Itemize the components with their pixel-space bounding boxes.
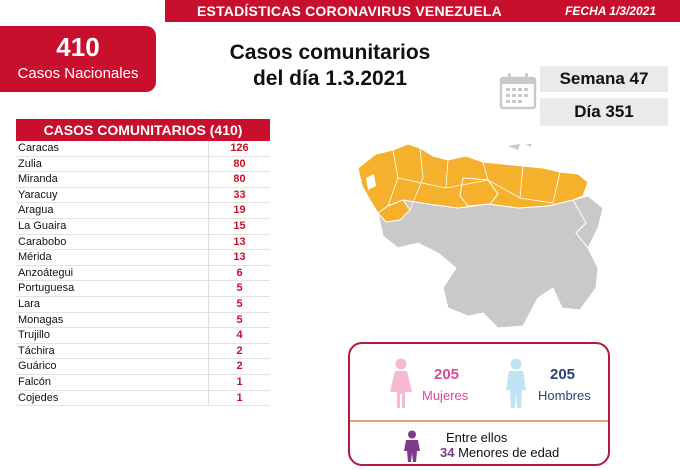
state-name: Carabobo	[18, 235, 67, 248]
case-count: 15	[208, 218, 270, 235]
state-name: Cojedes	[18, 391, 59, 404]
table-row: Guárico 2	[16, 359, 270, 375]
case-count: 2	[208, 359, 270, 375]
table-row: Portuguesa 5	[16, 281, 270, 297]
table-row: Miranda 80	[16, 172, 270, 188]
state-name: Monagas	[18, 313, 64, 326]
map-region-other-east	[572, 195, 604, 249]
case-count: 5	[208, 281, 270, 297]
table-row: Táchira 2	[16, 343, 270, 360]
header-title: ESTADÍSTICAS CORONAVIRUS VENEZUELA	[197, 3, 502, 19]
state-name: Aragua	[18, 204, 54, 217]
minors-intro: Entre ellos	[446, 430, 508, 445]
state-name: Guárico	[18, 360, 57, 373]
state-name: Miranda	[18, 173, 58, 186]
state-name: Táchira	[18, 344, 55, 357]
minors-count: 34	[440, 445, 455, 460]
map-island	[508, 144, 520, 150]
state-name: La Guaira	[18, 219, 67, 232]
table-row: Caracas 126	[16, 141, 270, 157]
card-divider	[350, 420, 608, 422]
case-count: 19	[208, 203, 270, 219]
header-date: FECHA 1/3/2021	[565, 4, 656, 18]
day-indicator: Día 351	[540, 98, 668, 126]
gender-breakdown-card: 205 Mujeres 205 Hombres Entre ellos 34 M…	[348, 342, 610, 466]
table-row: La Guaira 15	[16, 218, 270, 235]
state-name: Trujillo	[18, 329, 50, 342]
case-count: 33	[208, 187, 270, 204]
state-name: Caracas	[18, 142, 59, 154]
table-row: Trujillo 4	[16, 328, 270, 344]
minors-line: 34 Menores de edad	[440, 445, 559, 460]
table-body: Caracas 126 Zulia 80 Miranda 80 Yaracuy 33 Aragu…	[16, 141, 270, 407]
case-count: 80	[208, 156, 270, 173]
case-count: 1	[208, 374, 270, 391]
state-name: Anzoátegui	[18, 266, 74, 279]
table-row: Lara 5	[16, 296, 270, 313]
state-name: Mérida	[18, 251, 52, 264]
women-count: 205	[434, 366, 460, 383]
table-row: Carabobo 13	[16, 234, 270, 251]
page-title-line1: Casos comunitarios	[229, 41, 431, 64]
case-count: 13	[208, 234, 270, 251]
calendar-icon	[499, 73, 537, 110]
state-name: Falcón	[18, 375, 52, 388]
community-cases-table: CASOS COMUNITARIOS (410) Caracas 126 Zulia…	[16, 119, 270, 407]
child-icon	[404, 430, 420, 462]
page-title: Casos comunitarios del día 1.3.2021	[205, 40, 455, 92]
table-row: Yaracuy 33	[16, 187, 270, 204]
header-red-band	[165, 0, 680, 22]
national-cases-count: 410	[56, 32, 100, 62]
table-header: CASOS COMUNITARIOS (410)	[16, 119, 270, 141]
state-name: Portuguesa	[18, 282, 75, 295]
table-row: Monagas 5	[16, 312, 270, 329]
map-island	[526, 144, 532, 147]
table-row: Zulia 80	[16, 156, 270, 173]
state-name: Yaracuy	[18, 188, 58, 201]
map-region-zulia-lake	[366, 174, 376, 190]
table-row: Anzoátegui 6	[16, 265, 270, 282]
minors-label: Menores de edad	[458, 445, 560, 460]
men-count: 205	[550, 366, 576, 383]
case-count: 5	[208, 296, 270, 313]
men-label: Hombres	[538, 388, 591, 403]
table-row: Aragua 19	[16, 203, 270, 219]
state-name: Lara	[18, 297, 41, 310]
week-indicator: Semana 47	[540, 66, 668, 92]
table-row: Cojedes 1	[16, 390, 270, 407]
case-count: 5	[208, 312, 270, 329]
map-region-other	[377, 199, 599, 329]
case-count: 6	[208, 265, 270, 282]
man-icon	[506, 358, 526, 408]
national-cases-label: Casos Nacionales	[17, 65, 139, 82]
table-row: Mérida 13	[16, 250, 270, 266]
page-title-line2: del día 1.3.2021	[252, 67, 408, 90]
woman-icon	[390, 358, 412, 408]
header-bar: ESTADÍSTICAS CORONAVIRUS VENEZUELA FECHA…	[0, 0, 680, 22]
case-count: 13	[208, 250, 270, 266]
venezuela-map	[357, 143, 604, 329]
national-cases-card: 410 Casos Nacionales	[0, 26, 156, 92]
case-count: 1	[208, 390, 270, 407]
case-count: 80	[208, 172, 270, 188]
table-row: Falcón 1	[16, 374, 270, 391]
case-count: 4	[208, 328, 270, 344]
state-name: Zulia	[18, 157, 42, 170]
women-label: Mujeres	[422, 388, 469, 403]
case-count: 2	[208, 343, 270, 360]
case-count: 126	[208, 141, 270, 157]
